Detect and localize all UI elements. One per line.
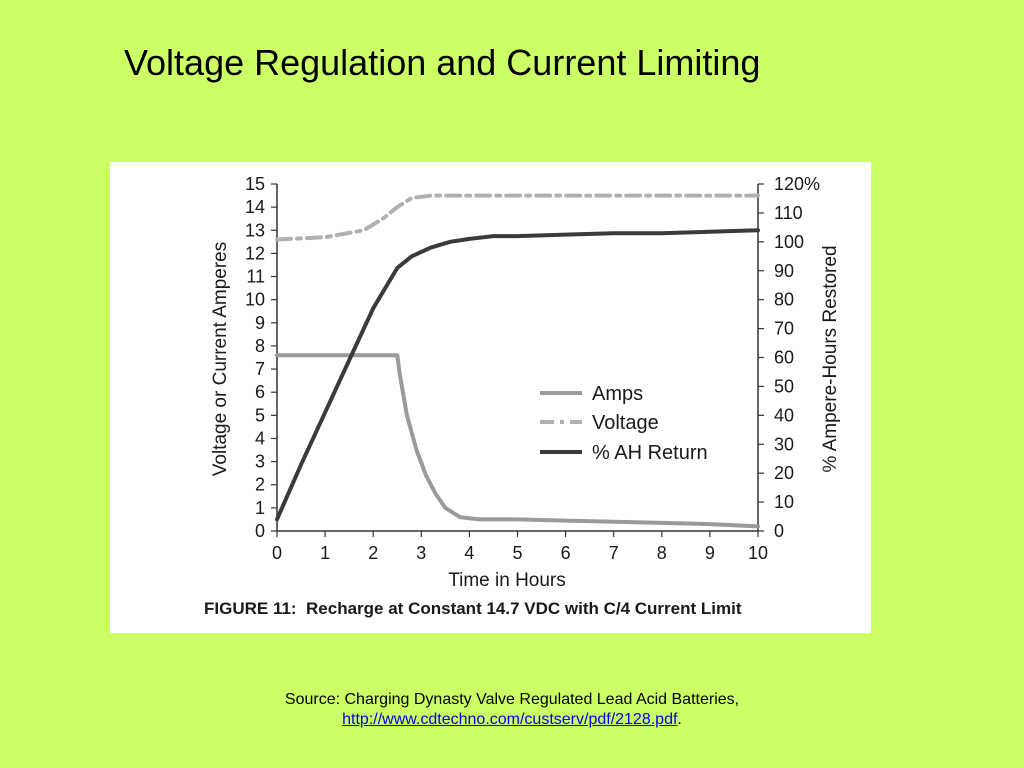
- x-tick-label: 8: [657, 543, 667, 563]
- voltage-series-line: [275, 193, 760, 242]
- y-right-tick-label: 60: [774, 348, 794, 368]
- y-right-tick-label: 20: [774, 463, 794, 483]
- y-right-tick-label: 100: [774, 232, 804, 252]
- legend-label-ah-return: % AH Return: [592, 442, 708, 464]
- y-left-tick-label: 1: [255, 498, 265, 518]
- y-left-tick-label: 4: [255, 428, 265, 448]
- y-right-axis-label: % Ampere-Hours Restored: [820, 245, 841, 472]
- y-right-tick-label: 120%: [774, 174, 820, 194]
- x-tick-label: 1: [320, 543, 330, 563]
- figure-panel: 0 1 2 3 4 5 6 7 8 9 10 11 12 13 14 15 0 10 20 30 40 50 60 70 80…: [110, 162, 871, 633]
- y-left-tick-label: 5: [255, 405, 265, 425]
- y-left-tick-label: 7: [255, 359, 265, 379]
- y-left-tick-label: 12: [245, 243, 265, 263]
- y-left-tick-label: 15: [245, 174, 265, 194]
- y-left-tick-label: 8: [255, 336, 265, 356]
- y-right-tick-label: 90: [774, 261, 794, 281]
- y-left-tick-label: 14: [245, 197, 265, 217]
- x-tick-label: 7: [609, 543, 619, 563]
- y-right-tick-label: 30: [774, 434, 794, 454]
- y-left-tick-label: 2: [255, 475, 265, 495]
- x-tick-label: 0: [272, 543, 282, 563]
- x-tick-label: 3: [416, 543, 426, 563]
- source-link[interactable]: http://www.cdtechno.com/custserv/pdf/212…: [342, 711, 678, 728]
- y-left-tick-label: 10: [245, 290, 265, 310]
- figure-caption: FIGURE 11: Recharge at Constant 14.7 VDC…: [204, 599, 742, 618]
- x-tick-label: 6: [561, 543, 571, 563]
- legend-label-voltage: Voltage: [592, 412, 659, 434]
- x-tick-label: 10: [748, 543, 768, 563]
- source-citation: Source: Charging Dynasty Valve Regulated…: [0, 690, 1024, 730]
- x-tick-label: 4: [464, 543, 474, 563]
- amps-series-line: [275, 353, 760, 529]
- ah-return-series-line: [275, 228, 760, 522]
- y-right-tick-label: 10: [774, 492, 794, 512]
- y-right-tick-label: 110: [774, 203, 803, 223]
- y-left-axis-label: Voltage or Current Amperes: [210, 242, 231, 476]
- y-left-tick-label: 11: [246, 267, 265, 287]
- slide-title: Voltage Regulation and Current Limiting: [124, 42, 761, 83]
- source-text: Source: Charging Dynasty Valve Regulated…: [284, 691, 740, 708]
- x-ticks: 0 1 2 3 4 5 6 7 8 9 10: [272, 531, 768, 563]
- x-axis-label: Time in Hours: [448, 570, 566, 591]
- y-right-tick-label: 0: [774, 521, 784, 541]
- legend: Amps Voltage % AH Return: [540, 383, 708, 464]
- legend-label-amps: Amps: [592, 383, 643, 405]
- x-tick-label: 9: [705, 543, 715, 563]
- y-right-tick-label: 40: [774, 405, 794, 425]
- x-tick-label: 2: [368, 543, 378, 563]
- y-right-tick-label: 70: [774, 319, 794, 339]
- y-left-tick-label: 6: [255, 382, 265, 402]
- y-left-tick-label: 3: [255, 452, 265, 472]
- y-right-tick-label: 50: [774, 376, 794, 396]
- y-left-tick-label: 13: [245, 220, 265, 240]
- x-tick-label: 5: [512, 543, 522, 563]
- y-left-tick-label: 9: [255, 313, 265, 333]
- y-left-tick-label: 0: [255, 521, 265, 541]
- y-right-ticks: 0 10 20 30 40 50 60 70 80 90 100 110 120%: [758, 174, 820, 541]
- y-right-tick-label: 80: [774, 290, 794, 310]
- series-layer: [275, 193, 760, 529]
- source-period: .: [677, 711, 682, 728]
